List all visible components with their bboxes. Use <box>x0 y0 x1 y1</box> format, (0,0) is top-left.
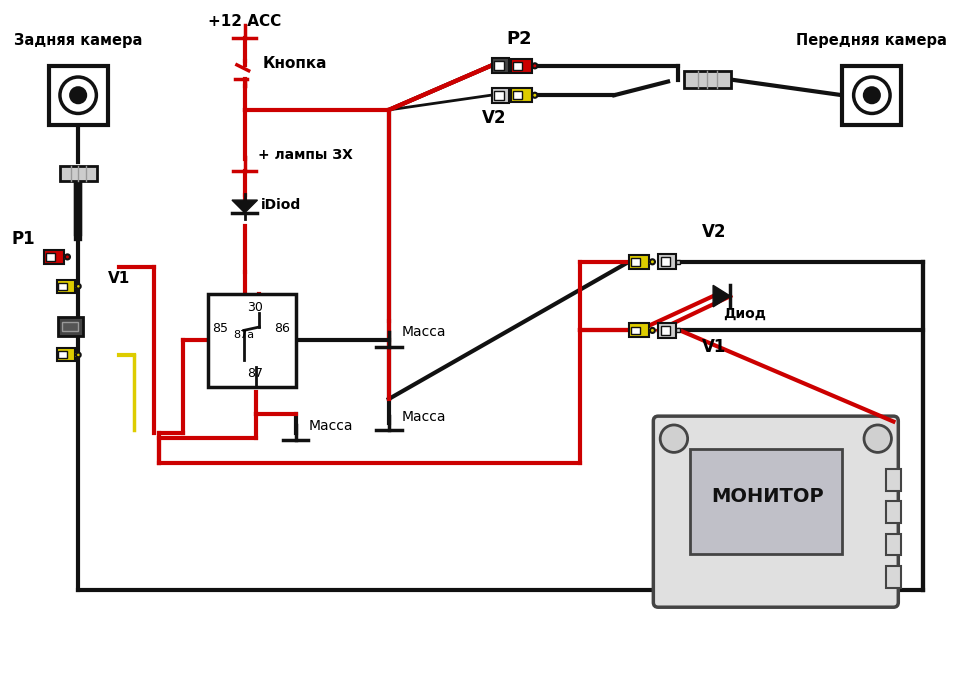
Bar <box>57 349 76 361</box>
Bar <box>494 91 504 99</box>
Text: V2: V2 <box>482 108 506 127</box>
Bar <box>660 258 670 266</box>
Circle shape <box>76 353 81 357</box>
Text: P2: P2 <box>506 30 532 48</box>
Circle shape <box>532 92 538 98</box>
Bar <box>64 255 67 259</box>
Text: 87: 87 <box>248 367 263 380</box>
Text: iDiod: iDiod <box>260 198 300 212</box>
Text: V2: V2 <box>703 223 727 242</box>
FancyBboxPatch shape <box>654 416 899 607</box>
Bar <box>44 250 64 264</box>
Text: + лампы ЗХ: + лампы ЗХ <box>258 148 353 162</box>
Circle shape <box>65 254 70 260</box>
Text: V1: V1 <box>703 338 727 356</box>
Bar <box>649 328 653 332</box>
Bar <box>631 258 639 265</box>
Text: 30: 30 <box>248 301 263 314</box>
Bar <box>58 316 84 336</box>
Polygon shape <box>713 286 731 307</box>
Bar <box>659 323 676 338</box>
Bar <box>532 93 535 97</box>
Text: МОНИТОР: МОНИТОР <box>711 487 825 507</box>
Bar <box>60 166 97 181</box>
Text: Масса: Масса <box>401 326 446 340</box>
Text: Масса: Масса <box>401 410 446 424</box>
Bar <box>885 501 901 523</box>
Bar <box>512 59 532 73</box>
Circle shape <box>650 328 655 333</box>
Bar <box>629 255 649 269</box>
Circle shape <box>532 63 538 69</box>
Polygon shape <box>232 200 257 213</box>
Bar <box>207 294 296 386</box>
Circle shape <box>70 88 85 103</box>
Bar <box>649 260 653 264</box>
Bar <box>494 62 504 70</box>
Circle shape <box>853 77 890 113</box>
Bar <box>660 326 670 335</box>
Text: 87a: 87a <box>233 330 254 340</box>
Circle shape <box>864 425 892 452</box>
Bar <box>76 353 79 357</box>
Bar <box>843 66 901 125</box>
Bar <box>532 64 535 68</box>
Bar <box>514 62 522 70</box>
Bar <box>676 328 680 332</box>
Bar <box>631 327 639 334</box>
Text: 85: 85 <box>212 323 228 335</box>
Text: Задняя камера: Задняя камера <box>14 33 142 48</box>
Bar <box>57 280 76 293</box>
Bar <box>885 566 901 587</box>
Bar <box>59 283 66 290</box>
Text: Передняя камера: Передняя камера <box>797 33 948 48</box>
Circle shape <box>864 88 879 103</box>
Circle shape <box>60 77 96 113</box>
Bar <box>684 71 731 88</box>
Bar <box>46 253 55 260</box>
Text: +12 ACC: +12 ACC <box>208 14 281 29</box>
Bar <box>76 284 79 288</box>
Bar <box>59 351 66 358</box>
Circle shape <box>76 284 81 288</box>
Bar <box>885 533 901 555</box>
Bar <box>689 449 843 554</box>
Bar <box>62 321 78 331</box>
Text: P1: P1 <box>12 230 36 248</box>
Bar <box>492 58 510 74</box>
Circle shape <box>660 425 687 452</box>
Circle shape <box>650 259 655 265</box>
Bar <box>659 254 676 270</box>
Bar <box>676 260 680 264</box>
Bar <box>514 92 522 99</box>
Bar <box>512 88 532 102</box>
Bar <box>492 88 510 103</box>
Text: Кнопка: Кнопка <box>262 56 326 71</box>
Bar <box>885 469 901 491</box>
Bar <box>629 323 649 337</box>
Bar <box>49 66 108 125</box>
Bar <box>510 93 514 97</box>
Text: Диод: Диод <box>723 307 766 321</box>
Text: V1: V1 <box>108 272 130 286</box>
Text: 86: 86 <box>275 323 290 335</box>
Bar <box>510 64 514 68</box>
Text: Масса: Масса <box>308 419 353 433</box>
